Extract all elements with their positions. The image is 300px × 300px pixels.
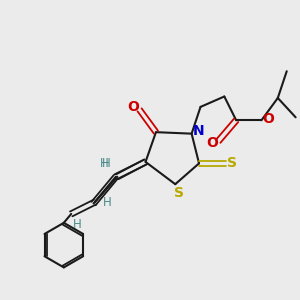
Text: O: O	[206, 136, 218, 150]
Text: H: H	[102, 157, 110, 170]
Text: N: N	[192, 124, 204, 138]
Text: H: H	[73, 218, 82, 231]
Text: S: S	[174, 185, 184, 200]
Text: S: S	[227, 156, 237, 170]
Text: O: O	[262, 112, 274, 126]
Text: H: H	[100, 157, 108, 170]
Text: H: H	[103, 196, 111, 208]
Text: O: O	[127, 100, 139, 114]
